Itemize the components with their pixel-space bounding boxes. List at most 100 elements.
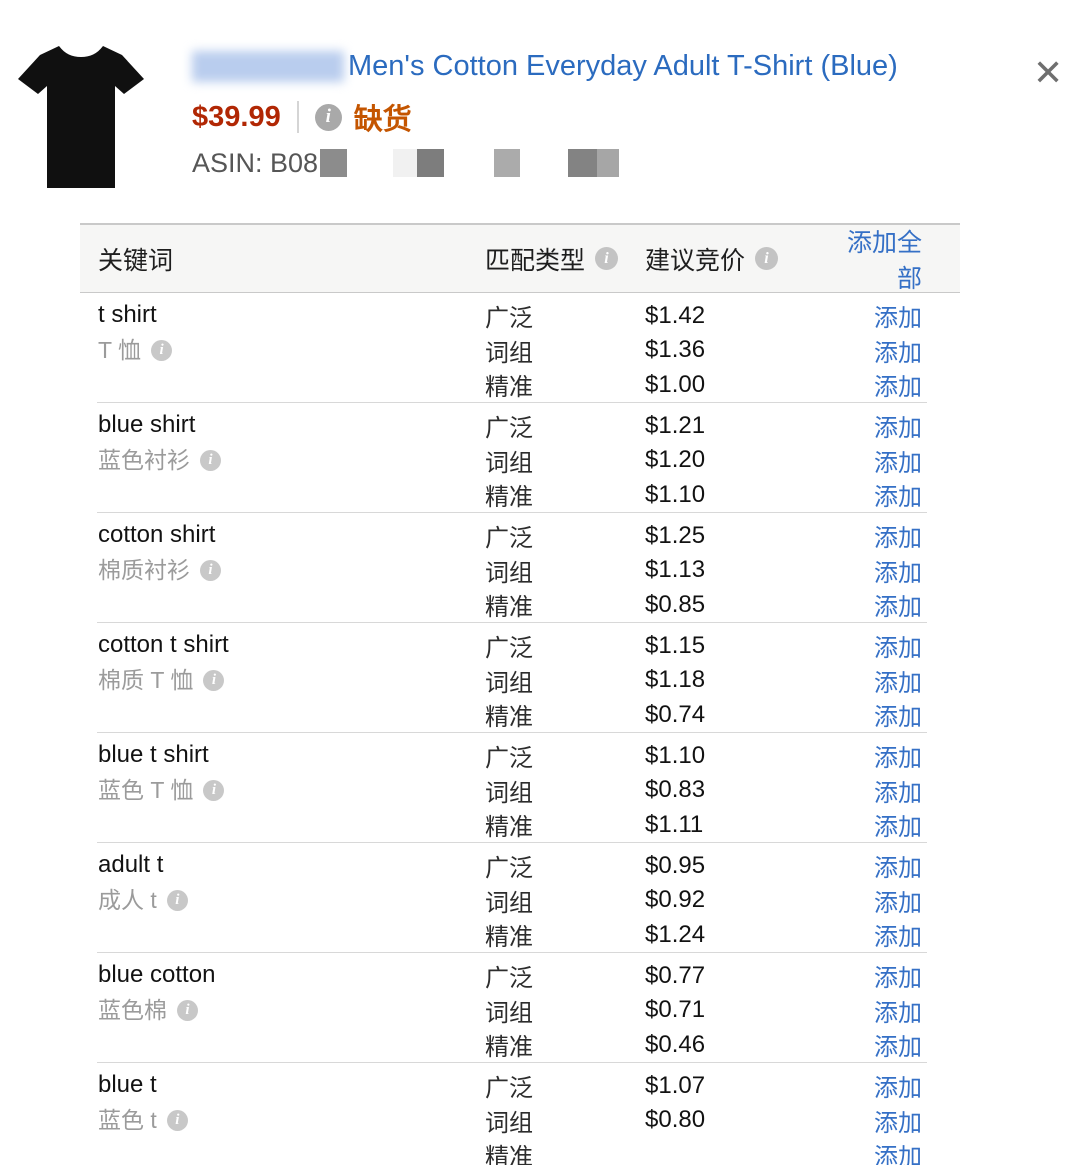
table-row: cotton t shirt 棉质 T 恤 i 广泛 $1.15 添加 词组 $1.18 添加精… xyxy=(80,623,960,733)
match-type: 精准 xyxy=(485,814,533,841)
asin-redaction xyxy=(494,149,521,177)
keyword-text: blue t xyxy=(98,1071,157,1098)
info-icon[interactable]: i xyxy=(755,247,779,270)
add-cell: 添加 xyxy=(831,1027,960,1062)
match-type: 精准 xyxy=(485,374,533,401)
add-link[interactable]: 添加 xyxy=(874,779,922,807)
add-link[interactable]: 添加 xyxy=(874,484,922,511)
product-header: Men's Cotton Everyday Adult T-Shirt (Blu… xyxy=(192,50,992,179)
add-link[interactable]: 添加 xyxy=(874,594,922,621)
suggested-bid: $1.15 xyxy=(645,631,706,659)
table-row: blue t 蓝色 t i 广泛 $1.07 添加 词组 $0.80 添加 精准 添加 xyxy=(80,1063,960,1165)
suggested-bid: $0.71 xyxy=(645,996,706,1023)
add-link[interactable]: 添加 xyxy=(874,1144,922,1165)
info-icon[interactable]: i xyxy=(177,999,198,1021)
match-type: 精准 xyxy=(485,924,533,951)
add-link[interactable]: 添加 xyxy=(874,415,922,442)
info-icon[interactable]: i xyxy=(203,779,225,801)
keyword-cell: blue shirt 蓝色衬衫 i xyxy=(80,408,485,513)
add-cell: 添加 xyxy=(831,697,960,732)
keyword-translation: 蓝色衬衫 i xyxy=(98,443,485,477)
add-cell: 添加 xyxy=(831,443,960,478)
add-link[interactable]: 添加 xyxy=(874,305,922,332)
add-link[interactable]: 添加 xyxy=(874,1034,922,1061)
add-link[interactable]: 添加 xyxy=(874,999,922,1027)
add-cell: 添加 xyxy=(831,333,960,368)
match-type: 精准 xyxy=(485,594,533,621)
match-line: 词组 $0.92 添加 xyxy=(485,883,960,917)
add-link[interactable]: 添加 xyxy=(874,525,922,552)
suggested-bid: $1.07 xyxy=(645,1071,706,1099)
add-link[interactable]: 添加 xyxy=(874,924,922,951)
suggested-bid: $0.77 xyxy=(645,961,706,989)
add-link[interactable]: 添加 xyxy=(874,1109,922,1137)
match-type: 词组 xyxy=(485,1109,533,1137)
match-lines: 广泛 $0.95 添加 词组 $0.92 添加 精准 $1.24 添加 xyxy=(485,848,960,953)
suggested-bid: $1.11 xyxy=(645,810,704,838)
add-link[interactable]: 添加 xyxy=(874,449,922,477)
info-icon[interactable]: i xyxy=(166,1109,188,1131)
add-link[interactable]: 添加 xyxy=(874,669,922,697)
table-row: cotton shirt 棉质衬衫 i 广泛 $1.25 添加 词组 $1.13 添加 精准 $0.… xyxy=(80,513,960,623)
price-divider xyxy=(296,101,299,133)
translation-text: T 恤 xyxy=(98,337,142,363)
suggested-bid: $1.10 xyxy=(645,480,706,508)
match-type: 广泛 xyxy=(485,1075,533,1102)
keyword-translation: 棉质衬衫 i xyxy=(98,553,485,587)
match-line: 精准 $1.10 添加 xyxy=(485,478,960,512)
match-line: 精准 $1.00 添加 xyxy=(485,368,960,402)
column-keyword: 关键词 xyxy=(98,246,174,275)
match-type: 广泛 xyxy=(485,305,533,332)
add-cell: 添加 xyxy=(831,917,960,952)
keyword-cell: cotton shirt 棉质衬衫 i xyxy=(80,518,485,623)
brand-redaction xyxy=(192,51,344,82)
add-link[interactable]: 添加 xyxy=(874,889,922,917)
add-cell: 添加 xyxy=(831,663,960,698)
add-link[interactable]: 添加 xyxy=(874,374,922,401)
info-icon[interactable]: i xyxy=(203,669,225,691)
match-line: 精准 $1.24 添加 xyxy=(485,918,960,952)
match-line: 广泛 $0.77 添加 xyxy=(485,959,960,993)
suggested-bid: $0.74 xyxy=(645,700,706,728)
add-link[interactable]: 添加 xyxy=(874,559,922,587)
add-all-link[interactable]: 添加全部 xyxy=(846,228,922,293)
add-link[interactable]: 添加 xyxy=(874,745,922,772)
close-icon[interactable]: ✕ xyxy=(1033,52,1064,93)
asin-redaction xyxy=(393,149,418,177)
info-icon[interactable]: i xyxy=(151,339,173,361)
add-link[interactable]: 添加 xyxy=(874,635,922,662)
match-type: 词组 xyxy=(485,779,533,807)
product-image xyxy=(18,46,144,188)
match-line: 词组 $0.83 添加 xyxy=(485,773,960,807)
info-icon[interactable]: i xyxy=(595,247,619,270)
add-link[interactable]: 添加 xyxy=(874,965,922,992)
add-link[interactable]: 添加 xyxy=(874,855,922,882)
info-icon[interactable]: i xyxy=(200,559,221,581)
add-cell: 添加 xyxy=(831,848,960,883)
add-link[interactable]: 添加 xyxy=(874,339,922,367)
keyword-text: cotton shirt xyxy=(98,521,216,548)
add-link[interactable]: 添加 xyxy=(874,814,922,841)
info-icon[interactable]: i xyxy=(166,889,188,911)
product-title[interactable]: Men's Cotton Everyday Adult T-Shirt (Blu… xyxy=(348,50,898,82)
suggested-bid: $1.13 xyxy=(645,556,706,583)
product-title-row: Men's Cotton Everyday Adult T-Shirt (Blu… xyxy=(192,50,992,83)
match-type: 词组 xyxy=(485,559,533,587)
add-link[interactable]: 添加 xyxy=(874,704,922,731)
suggested-bid: $0.95 xyxy=(645,851,706,879)
match-line: 词组 $1.13 添加 xyxy=(485,553,960,587)
match-type: 词组 xyxy=(485,339,533,367)
suggested-bid: $0.92 xyxy=(645,886,706,913)
suggested-bid: $1.20 xyxy=(645,446,706,473)
add-link[interactable]: 添加 xyxy=(874,1075,922,1102)
match-type: 广泛 xyxy=(485,855,533,882)
translation-text: 蓝色 t xyxy=(98,1107,157,1133)
info-icon[interactable]: i xyxy=(314,103,342,131)
info-icon[interactable]: i xyxy=(200,449,221,471)
add-cell: 添加 xyxy=(831,518,960,553)
table-row: adult t 成人 t i 广泛 $0.95 添加 词组 $0.92 添加 精准 $1.24 添加 xyxy=(80,843,960,953)
match-type: 词组 xyxy=(485,669,533,697)
keyword-cell: adult t 成人 t i xyxy=(80,848,485,953)
match-lines: 广泛 $1.25 添加 词组 $1.13 添加 精准 $0.85 添加 xyxy=(485,518,960,623)
